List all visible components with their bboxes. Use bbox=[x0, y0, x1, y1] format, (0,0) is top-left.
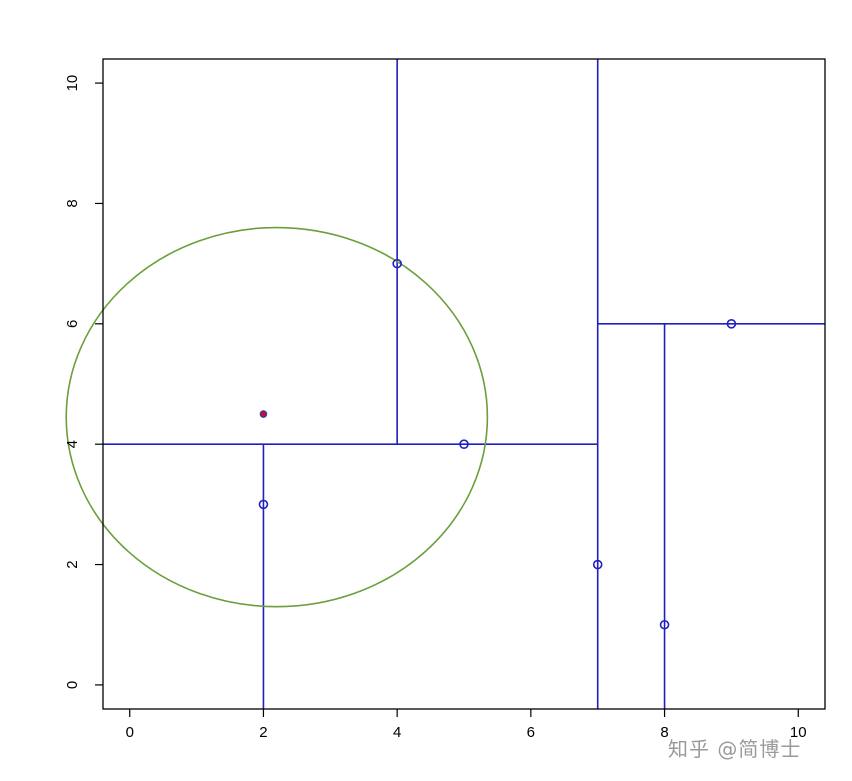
x-tick-label-8: 8 bbox=[660, 724, 668, 741]
data-point-2 bbox=[459, 439, 469, 449]
data-point-4 bbox=[592, 559, 603, 570]
kd-split-lines bbox=[103, 59, 825, 709]
x-tick-label-6: 6 bbox=[527, 724, 535, 741]
data-point-3 bbox=[392, 258, 402, 269]
x-tick-label-4: 4 bbox=[393, 724, 401, 741]
data-points bbox=[258, 258, 737, 630]
watermark-text: 知乎 @简博士 bbox=[668, 737, 802, 761]
x-tick-label-2: 2 bbox=[259, 724, 267, 741]
x-tick-label-10: 10 bbox=[790, 724, 807, 741]
data-point-6 bbox=[726, 319, 737, 329]
search-circle bbox=[65, 226, 489, 608]
query-point bbox=[259, 410, 268, 418]
y-tick-label-2: 2 bbox=[64, 560, 81, 568]
plot-frame bbox=[102, 58, 826, 710]
data-point-5 bbox=[659, 619, 670, 630]
y-tick-label-0: 0 bbox=[64, 681, 81, 689]
query-point-layer bbox=[259, 410, 268, 418]
y-tick-label-10: 10 bbox=[64, 75, 81, 92]
x-tick-label-0: 0 bbox=[126, 724, 134, 741]
data-point-1 bbox=[258, 499, 269, 510]
y-tick-label-8: 8 bbox=[64, 199, 81, 207]
y-axis: 0 2 4 6 8 10 bbox=[64, 75, 103, 689]
y-tick-label-6: 6 bbox=[64, 320, 81, 328]
y-tick-label-4: 4 bbox=[64, 440, 81, 448]
x-axis: 0 2 4 6 8 10 bbox=[126, 709, 807, 741]
search-circle-layer bbox=[65, 226, 489, 608]
